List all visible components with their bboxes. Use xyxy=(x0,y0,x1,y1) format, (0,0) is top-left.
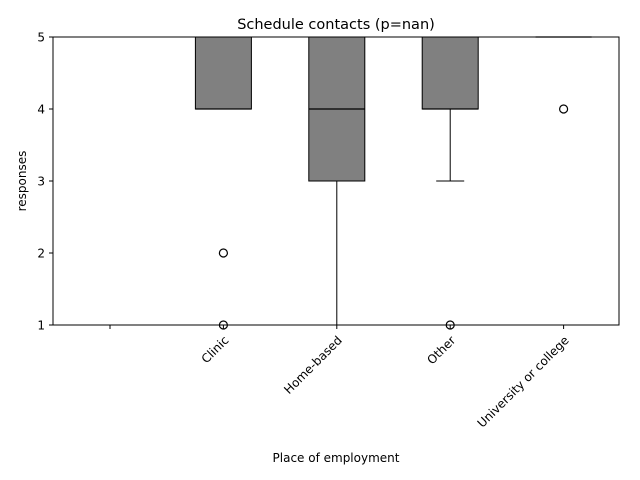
y-axis: 1 2 3 4 5 xyxy=(37,31,53,333)
box-group xyxy=(421,36,479,330)
x-tick-label: Clinic xyxy=(199,333,232,366)
x-tick-label: Other xyxy=(424,333,458,367)
y-axis-label: responses xyxy=(15,151,29,212)
x-tick-label: Home-based xyxy=(281,333,345,397)
box-group xyxy=(535,36,593,114)
y-tick-label: 2 xyxy=(37,247,45,261)
plot-area xyxy=(194,36,593,330)
box xyxy=(194,36,252,110)
x-axis: Clinic Home-based Other University or colle… xyxy=(109,325,572,430)
outlier-point xyxy=(558,104,569,114)
y-tick-label: 4 xyxy=(37,103,45,117)
x-tick-label: University or college xyxy=(475,333,572,430)
plot-frame xyxy=(52,36,620,326)
y-tick-label: 5 xyxy=(37,31,45,45)
y-tick-label: 1 xyxy=(37,319,45,333)
y-tick-label: 3 xyxy=(37,175,45,189)
box-group xyxy=(194,36,252,330)
box-group xyxy=(308,36,366,326)
x-axis-label: Place of employment xyxy=(273,451,400,465)
outlier-point xyxy=(218,248,228,258)
chart-title: Schedule contacts (p=nan) xyxy=(237,17,435,33)
box xyxy=(421,36,479,110)
